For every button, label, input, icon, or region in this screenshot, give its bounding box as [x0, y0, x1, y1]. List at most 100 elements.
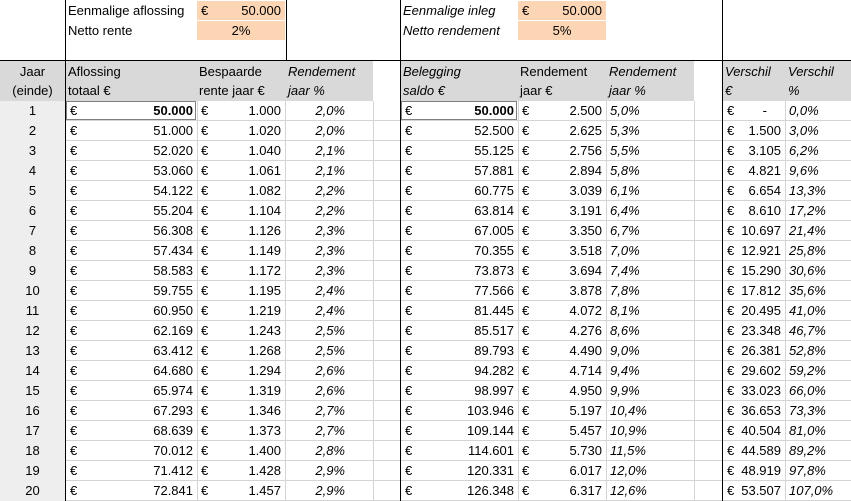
cell-verschil-eur[interactable]: €15.290: [723, 261, 785, 281]
eenmalige-inleg-input[interactable]: € 50.000: [518, 1, 606, 20]
cell-aflossing[interactable]: €59.755: [66, 281, 197, 301]
cell-jaar[interactable]: 14: [25, 363, 40, 378]
cell-rendement-eur[interactable]: €3.191: [518, 201, 606, 221]
cell-rendement-pct-a[interactable]: 2,3%: [285, 221, 373, 241]
eenmalige-aflossing-input[interactable]: € 50.000: [197, 1, 285, 20]
cell-rendement-eur[interactable]: €2.756: [518, 141, 606, 161]
cell-bespaarde-rente[interactable]: €1.040: [197, 141, 285, 161]
cell-rendement-pct-a[interactable]: 2,7%: [285, 401, 373, 421]
cell-rendement-eur[interactable]: €4.490: [518, 341, 606, 361]
cell-bespaarde-rente[interactable]: €1.126: [197, 221, 285, 241]
cell-belegging[interactable]: €57.881: [401, 161, 518, 181]
cell-rendement-pct-b[interactable]: 6,1%: [606, 181, 694, 201]
cell-rendement-pct-b[interactable]: 5,0%: [606, 101, 694, 121]
cell-rendement-pct-a[interactable]: 2,5%: [285, 341, 373, 361]
cell-jaar[interactable]: 8: [28, 243, 37, 258]
cell-rendement-pct-b[interactable]: 11,5%: [606, 441, 694, 461]
cell-verschil-pct[interactable]: 89,2%: [785, 441, 851, 461]
cell-bespaarde-rente[interactable]: €1.243: [197, 321, 285, 341]
cell-rendement-pct-b[interactable]: 5,8%: [606, 161, 694, 181]
cell-rendement-pct-b[interactable]: 5,3%: [606, 121, 694, 141]
cell-verschil-pct[interactable]: 35,6%: [785, 281, 851, 301]
cell-bespaarde-rente[interactable]: €1.428: [197, 461, 285, 481]
cell-verschil-pct[interactable]: 59,2%: [785, 361, 851, 381]
cell-rendement-pct-b[interactable]: 9,9%: [606, 381, 694, 401]
cell-rendement-eur[interactable]: €5.730: [518, 441, 606, 461]
cell-belegging[interactable]: €81.445: [401, 301, 518, 321]
cell-verschil-eur[interactable]: €20.495: [723, 301, 785, 321]
cell-jaar[interactable]: 2: [28, 123, 37, 138]
cell-verschil-eur[interactable]: € -: [723, 101, 785, 121]
cell-verschil-eur[interactable]: €6.654: [723, 181, 785, 201]
cell-verschil-pct[interactable]: 41,0%: [785, 301, 851, 321]
cell-verschil-eur[interactable]: €1.500: [723, 121, 785, 141]
cell-aflossing[interactable]: €51.000: [66, 121, 197, 141]
cell-verschil-eur[interactable]: €48.919: [723, 461, 785, 481]
cell-rendement-eur[interactable]: €2.894: [518, 161, 606, 181]
cell-verschil-eur[interactable]: €17.812: [723, 281, 785, 301]
cell-aflossing[interactable]: €55.204: [66, 201, 197, 221]
cell-aflossing[interactable]: €63.412: [66, 341, 197, 361]
cell-jaar[interactable]: 18: [25, 443, 40, 458]
cell-rendement-pct-b[interactable]: 7,0%: [606, 241, 694, 261]
cell-verschil-pct[interactable]: 81,0%: [785, 421, 851, 441]
cell-belegging[interactable]: €60.775: [401, 181, 518, 201]
cell-verschil-eur[interactable]: €12.921: [723, 241, 785, 261]
cell-rendement-pct-a[interactable]: 2,2%: [285, 181, 373, 201]
cell-belegging[interactable]: €120.331: [401, 461, 518, 481]
cell-rendement-eur[interactable]: €3.039: [518, 181, 606, 201]
cell-rendement-pct-a[interactable]: 2,7%: [285, 421, 373, 441]
cell-aflossing[interactable]: €72.841: [66, 481, 197, 501]
cell-belegging[interactable]: €73.873: [401, 261, 518, 281]
cell-rendement-eur[interactable]: €4.714: [518, 361, 606, 381]
cell-rendement-pct-a[interactable]: 2,4%: [285, 301, 373, 321]
selected-cell-belegging[interactable]: [401, 101, 517, 120]
cell-verschil-pct[interactable]: 25,8%: [785, 241, 851, 261]
cell-bespaarde-rente[interactable]: €1.294: [197, 361, 285, 381]
cell-jaar[interactable]: 17: [25, 423, 40, 438]
cell-rendement-pct-a[interactable]: 2,8%: [285, 441, 373, 461]
selected-cell-aflossing[interactable]: [66, 101, 196, 120]
cell-rendement-pct-a[interactable]: 2,1%: [285, 161, 373, 181]
cell-jaar[interactable]: 10: [25, 283, 40, 298]
cell-rendement-pct-a[interactable]: 2,0%: [285, 101, 373, 121]
cell-rendement-pct-b[interactable]: 6,7%: [606, 221, 694, 241]
cell-rendement-eur[interactable]: €2.625: [518, 121, 606, 141]
cell-jaar[interactable]: 5: [28, 183, 37, 198]
cell-verschil-pct[interactable]: 0,0%: [785, 101, 851, 121]
netto-rente-input[interactable]: 2%: [197, 21, 285, 40]
cell-belegging[interactable]: €50.000: [401, 101, 518, 121]
cell-verschil-pct[interactable]: 107,0%: [785, 481, 851, 501]
cell-rendement-eur[interactable]: €4.072: [518, 301, 606, 321]
cell-rendement-pct-b[interactable]: 8,6%: [606, 321, 694, 341]
cell-verschil-eur[interactable]: €23.348: [723, 321, 785, 341]
cell-aflossing[interactable]: €60.950: [66, 301, 197, 321]
cell-verschil-pct[interactable]: 66,0%: [785, 381, 851, 401]
netto-rendement-input[interactable]: 5%: [518, 21, 606, 40]
cell-verschil-eur[interactable]: €26.381: [723, 341, 785, 361]
cell-bespaarde-rente[interactable]: €1.195: [197, 281, 285, 301]
cell-rendement-eur[interactable]: €3.350: [518, 221, 606, 241]
cell-rendement-eur[interactable]: €6.017: [518, 461, 606, 481]
cell-rendement-eur[interactable]: €3.878: [518, 281, 606, 301]
cell-jaar[interactable]: 3: [28, 143, 37, 158]
cell-bespaarde-rente[interactable]: €1.020: [197, 121, 285, 141]
cell-jaar[interactable]: 4: [28, 163, 37, 178]
cell-bespaarde-rente[interactable]: €1.219: [197, 301, 285, 321]
cell-rendement-eur[interactable]: €6.317: [518, 481, 606, 501]
cell-verschil-pct[interactable]: 13,3%: [785, 181, 851, 201]
cell-rendement-pct-a[interactable]: 2,2%: [285, 201, 373, 221]
cell-rendement-pct-a[interactable]: 2,9%: [285, 481, 373, 501]
cell-rendement-pct-a[interactable]: 2,5%: [285, 321, 373, 341]
cell-bespaarde-rente[interactable]: €1.319: [197, 381, 285, 401]
cell-jaar[interactable]: 7: [28, 223, 37, 238]
cell-verschil-pct[interactable]: 73,3%: [785, 401, 851, 421]
cell-bespaarde-rente[interactable]: €1.061: [197, 161, 285, 181]
cell-aflossing[interactable]: €53.060: [66, 161, 197, 181]
cell-verschil-pct[interactable]: 30,6%: [785, 261, 851, 281]
cell-jaar[interactable]: 9: [28, 263, 37, 278]
cell-rendement-eur[interactable]: €3.518: [518, 241, 606, 261]
cell-bespaarde-rente[interactable]: €1.346: [197, 401, 285, 421]
cell-jaar[interactable]: 15: [25, 383, 40, 398]
cell-aflossing[interactable]: €56.308: [66, 221, 197, 241]
